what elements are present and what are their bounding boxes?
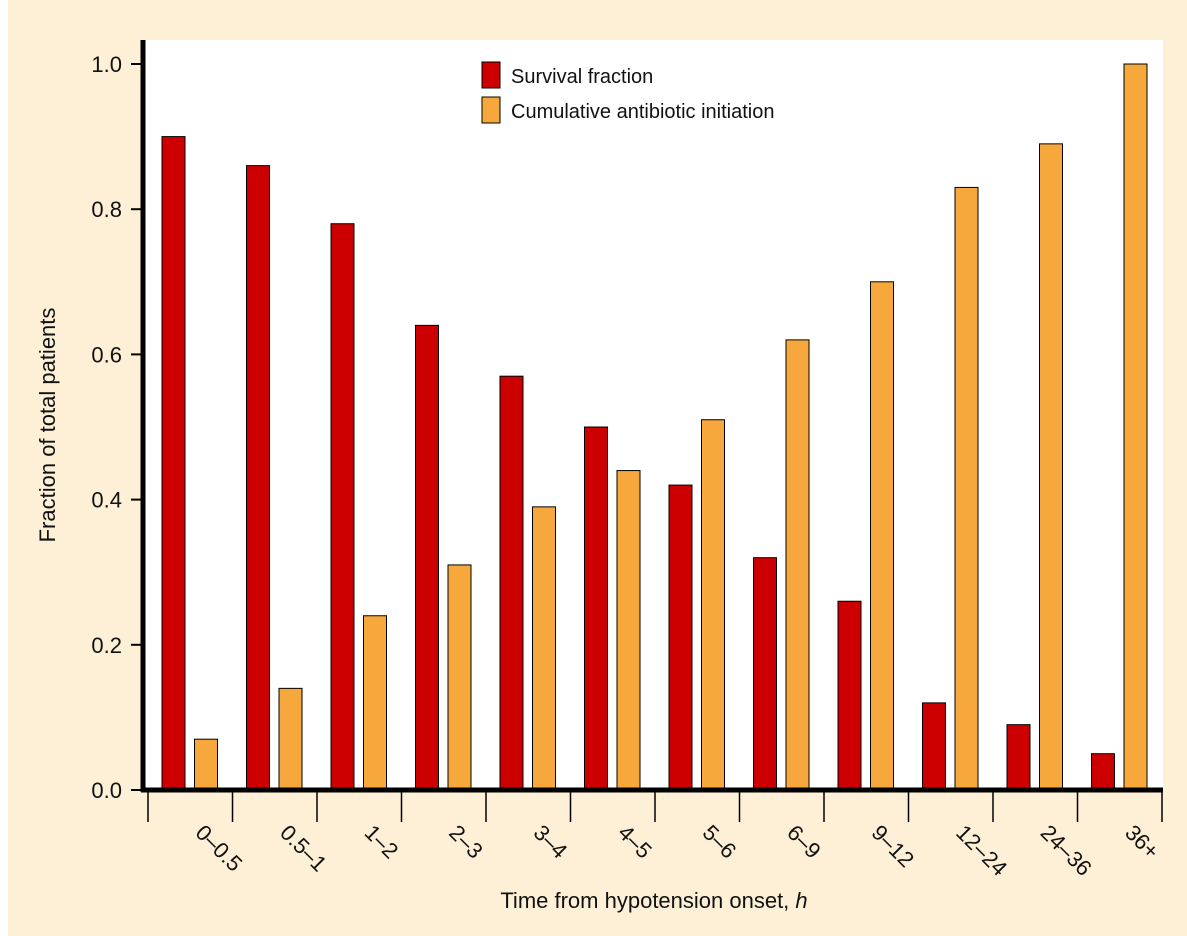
- antibiotic-bar-3: [447, 564, 472, 791]
- y-tick-label: 0.6: [91, 342, 122, 367]
- legend-swatch-survival: [481, 61, 501, 89]
- x-tick-label: 0.5–1: [275, 820, 332, 877]
- survival-bar-9: [922, 702, 946, 791]
- x-tick-label: 36+: [1120, 820, 1164, 864]
- antibiotic-bar-0: [194, 738, 218, 791]
- x-tick-label: 12–24: [951, 820, 1012, 881]
- antibiotic-bar-9: [954, 186, 979, 791]
- antibiotic-bar-7: [785, 339, 810, 791]
- y-tick-label: 0.2: [91, 633, 122, 658]
- antibiotic-bar-11: [1123, 63, 1148, 791]
- x-tick-label: 6–9: [782, 820, 826, 864]
- legend-label-survival: Survival fraction: [511, 66, 653, 88]
- survival-bar-5: [584, 426, 608, 791]
- antibiotic-bar-5: [616, 470, 641, 791]
- survival-bar-11: [1091, 753, 1115, 791]
- survival-bar-1: [246, 165, 270, 791]
- y-axis-title: Fraction of total patients: [35, 308, 60, 543]
- x-tick-label: 2–3: [444, 820, 488, 864]
- antibiotic-bar-4: [532, 506, 556, 791]
- y-tick-label: 0.4: [91, 488, 122, 513]
- antibiotic-bar-10: [1039, 143, 1063, 791]
- x-tick-label: 1–2: [360, 820, 404, 864]
- bars-group: [161, 63, 1148, 791]
- y-tick-label: 0.0: [91, 778, 122, 803]
- antibiotic-bar-6: [701, 419, 725, 791]
- y-tick-label: 0.8: [91, 197, 122, 222]
- y-axis-ticks: 0.0 0.2 0.4 0.6 0.8 1.0: [91, 52, 143, 803]
- survival-bar-8: [837, 600, 862, 791]
- survival-bar-10: [1006, 724, 1031, 791]
- survival-bar-0: [161, 136, 186, 791]
- survival-bar-6: [668, 484, 693, 791]
- legend: Survival fraction Cumulative antibiotic …: [481, 61, 774, 124]
- x-tick-label: 24–36: [1036, 820, 1097, 881]
- x-axis-title: Time from hypotension onset, h: [500, 888, 807, 913]
- y-tick-label: 1.0: [91, 52, 122, 77]
- survival-bar-3: [415, 324, 439, 791]
- x-axis-title-unit: h: [795, 888, 807, 913]
- x-tick-label: 5–6: [698, 820, 742, 864]
- antibiotic-bar-2: [363, 615, 387, 791]
- survival-bar-7: [753, 557, 777, 791]
- legend-swatch-antibiotic: [481, 96, 501, 124]
- antibiotic-bar-1: [278, 687, 303, 791]
- antibiotic-bar-8: [870, 281, 894, 791]
- x-axis-ticks: 0–0.5 0.5–1 1–2 2–3 3–4 4–5 5–6 6–9 9–12 12–24 24–…: [147, 792, 1164, 881]
- x-tick-label: 3–4: [529, 820, 573, 864]
- x-tick-label: 4–5: [613, 820, 657, 864]
- plot-area: [145, 40, 1163, 788]
- survival-bar-2: [330, 223, 355, 791]
- x-axis-title-text: Time from hypotension onset,: [500, 888, 795, 913]
- x-tick-label: 9–12: [867, 820, 919, 872]
- survival-bar-4: [499, 375, 524, 791]
- x-tick-label: 0–0.5: [191, 820, 248, 877]
- legend-label-antibiotic: Cumulative antibiotic initiation: [511, 101, 774, 123]
